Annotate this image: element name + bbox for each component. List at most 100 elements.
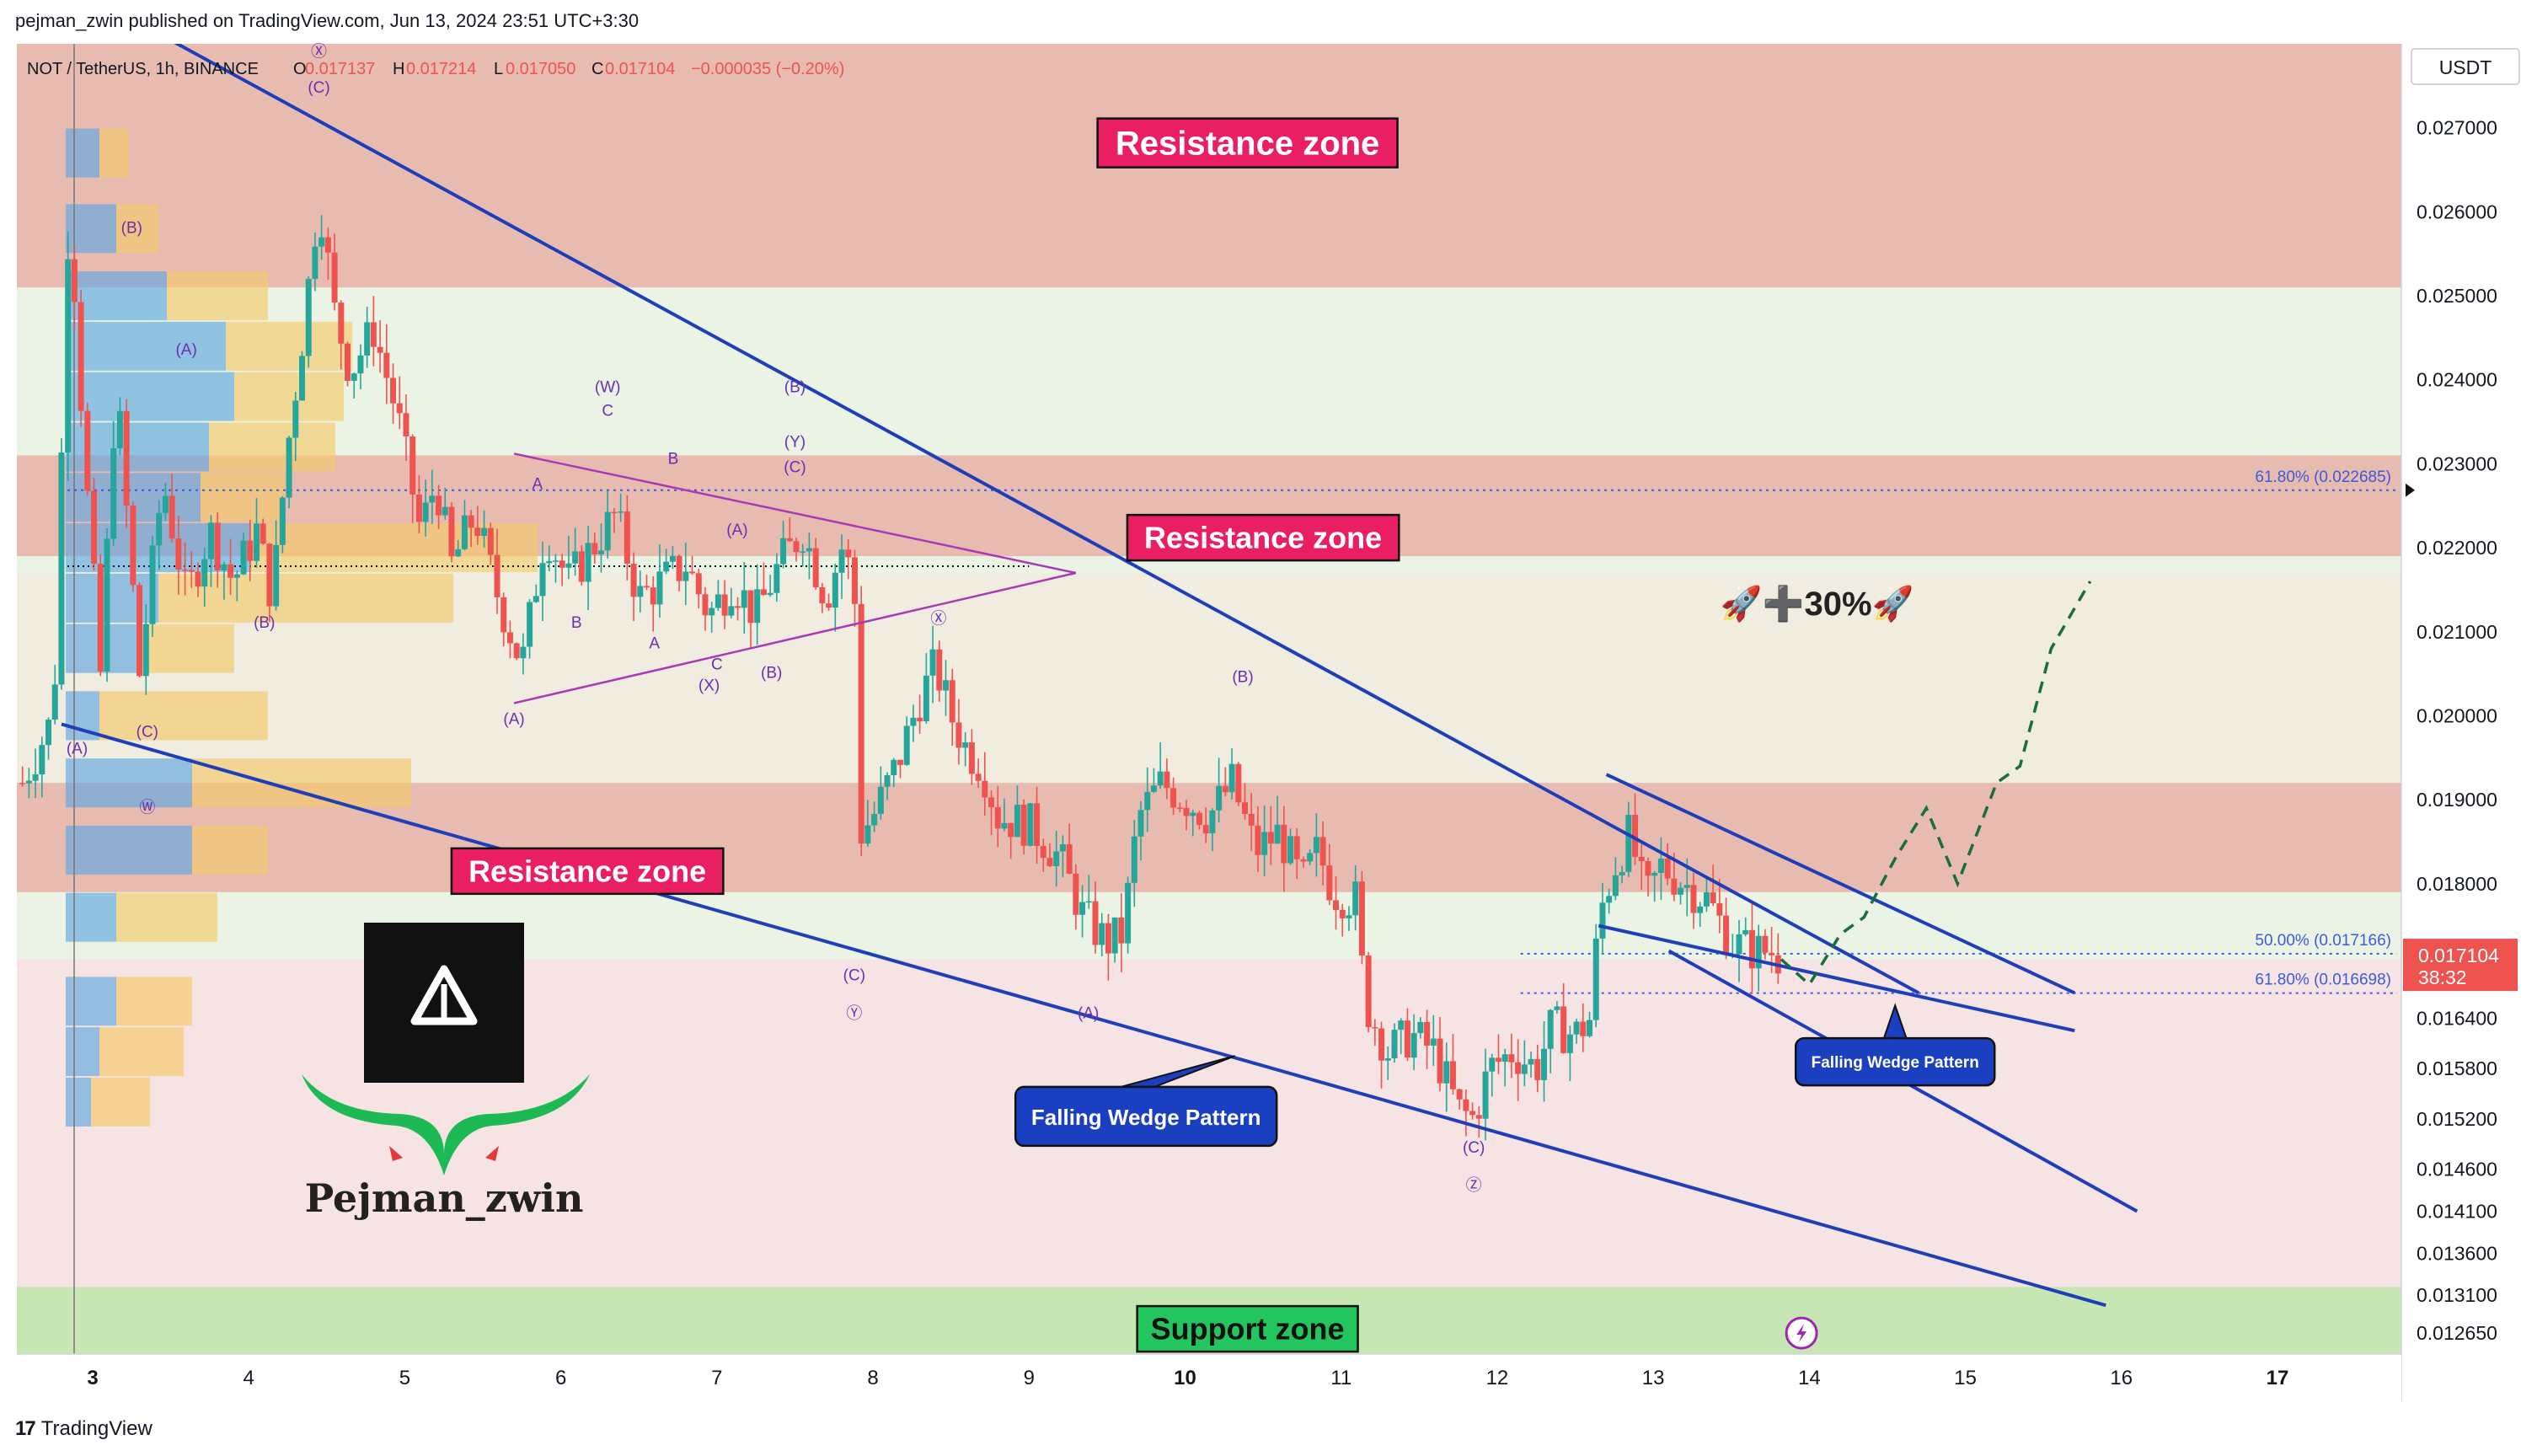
author-name: Pejman_zwin	[305, 1175, 584, 1221]
candle-body	[1703, 892, 1710, 907]
profile-bar-yellow-3	[226, 321, 352, 371]
fib-label-1: 50.00% (0.017166)	[2255, 932, 2391, 950]
candle-body	[1592, 938, 1599, 1020]
zone-label-text-0: Resistance zone	[1116, 126, 1379, 163]
candle-body	[917, 717, 923, 721]
lightning-bolt-icon	[1796, 1324, 1807, 1343]
candle-body	[422, 502, 429, 522]
candle-body	[962, 742, 969, 748]
profile-bar-blue-12	[66, 825, 192, 875]
candle-body	[1079, 902, 1086, 915]
candle-body	[116, 410, 123, 448]
wave-label-13: A	[649, 635, 660, 653]
candle-body	[747, 590, 754, 624]
candle-body	[1566, 1034, 1573, 1053]
price-tick-17: 0.012650	[2417, 1322, 2497, 1344]
candle-body	[552, 560, 559, 562]
candle-body	[182, 569, 189, 571]
wave-label-1: (C)	[308, 79, 329, 97]
candle-body	[71, 259, 78, 302]
candle-body	[175, 538, 182, 570]
price-tick-9: 0.018000	[2417, 873, 2497, 895]
candle-body	[702, 594, 709, 616]
candle-body	[773, 564, 780, 593]
wave-label-17: (B)	[784, 379, 806, 397]
zone-label-text-3: Support zone	[1151, 1312, 1345, 1346]
low-value: 0.017050	[506, 60, 575, 78]
candle-body	[51, 684, 58, 720]
time-axis[interactable]: 3 4 5 6 7 8 9 10 11 12 13 14 15 16 17	[17, 1353, 2401, 1400]
candle-body	[481, 527, 488, 536]
candle-body	[1489, 1057, 1496, 1072]
wave-label-7: Ⓦ	[139, 798, 155, 816]
high-letter: H	[393, 60, 404, 78]
candle-body	[539, 563, 546, 597]
candle-body	[1723, 915, 1730, 956]
candle-body	[104, 538, 110, 672]
candle-body	[1281, 824, 1287, 864]
gain-annotation: 🚀➕30%🚀	[1721, 584, 1913, 623]
time-tick-12: 15	[1954, 1367, 1977, 1389]
profile-bar-yellow-11	[192, 758, 411, 808]
candle-body	[559, 560, 565, 568]
time-tick-14: 17	[2267, 1367, 2289, 1389]
candle-body	[201, 559, 208, 587]
candle-body	[1475, 1115, 1482, 1119]
candle-body	[1170, 788, 1177, 808]
candle-body	[955, 722, 962, 748]
candle-body	[468, 515, 474, 528]
profile-bar-blue-11	[66, 758, 192, 808]
candle-body	[370, 322, 377, 347]
wave-label-14: C	[711, 656, 723, 674]
candle-body	[669, 555, 676, 562]
price-axis-bg	[2401, 44, 2537, 1405]
low-letter: L	[494, 60, 503, 78]
candle-body	[169, 495, 175, 539]
candle-body	[1222, 785, 1228, 793]
candle-body	[1092, 901, 1099, 945]
triangle-line-0	[513, 452, 1077, 575]
candle-body	[695, 573, 702, 595]
time-tick-8: 11	[1330, 1367, 1351, 1389]
candle-body	[611, 511, 618, 514]
candle-body	[1424, 1021, 1431, 1046]
price-axis[interactable]: USDT 0.027000 0.026000 0.025000 0.024000 0.02…	[2401, 44, 2537, 1405]
candle-body	[233, 574, 240, 578]
wedge-line-0	[174, 44, 1919, 995]
wave-label-4: (B)	[254, 614, 275, 632]
wave-label-22: Ⓧ	[930, 609, 946, 628]
profile-bar-blue-14	[66, 977, 116, 1026]
candle-body	[19, 783, 26, 784]
candle-body	[826, 603, 832, 608]
candle-body	[780, 538, 787, 565]
candle-body	[1001, 822, 1008, 829]
time-tick-2: 5	[399, 1367, 410, 1389]
candle-body	[130, 506, 136, 586]
wave-label-10: A	[533, 475, 543, 493]
candle-body	[1683, 885, 1690, 888]
zone-labels: Resistance zone Resistance zone Resistance…	[450, 117, 1400, 1353]
candle-body	[546, 560, 553, 564]
candle-body	[1742, 929, 1749, 934]
tradingview-footer[interactable]: 17 TradingView	[15, 1417, 153, 1441]
candle-body	[656, 571, 663, 605]
candles	[19, 215, 1781, 1141]
wave-label-18: (Y)	[784, 433, 806, 451]
candle-body	[84, 410, 91, 491]
candle-body	[1515, 1062, 1522, 1074]
candle-body	[864, 825, 871, 844]
candle-body	[1769, 952, 1775, 956]
candle-body	[1398, 1020, 1405, 1030]
candle-body	[455, 549, 462, 557]
candle-body	[994, 806, 1001, 829]
wave-label-20: (A)	[726, 522, 747, 539]
time-tick-9: 12	[1486, 1367, 1509, 1389]
candle-body	[1508, 1054, 1515, 1063]
candle-body	[1554, 1006, 1560, 1010]
candle-body	[1690, 885, 1697, 913]
triangle-line-1	[513, 571, 1077, 704]
candle-body	[1443, 1061, 1450, 1084]
candle-body	[461, 515, 468, 549]
profile-bar-yellow-9	[142, 624, 234, 673]
